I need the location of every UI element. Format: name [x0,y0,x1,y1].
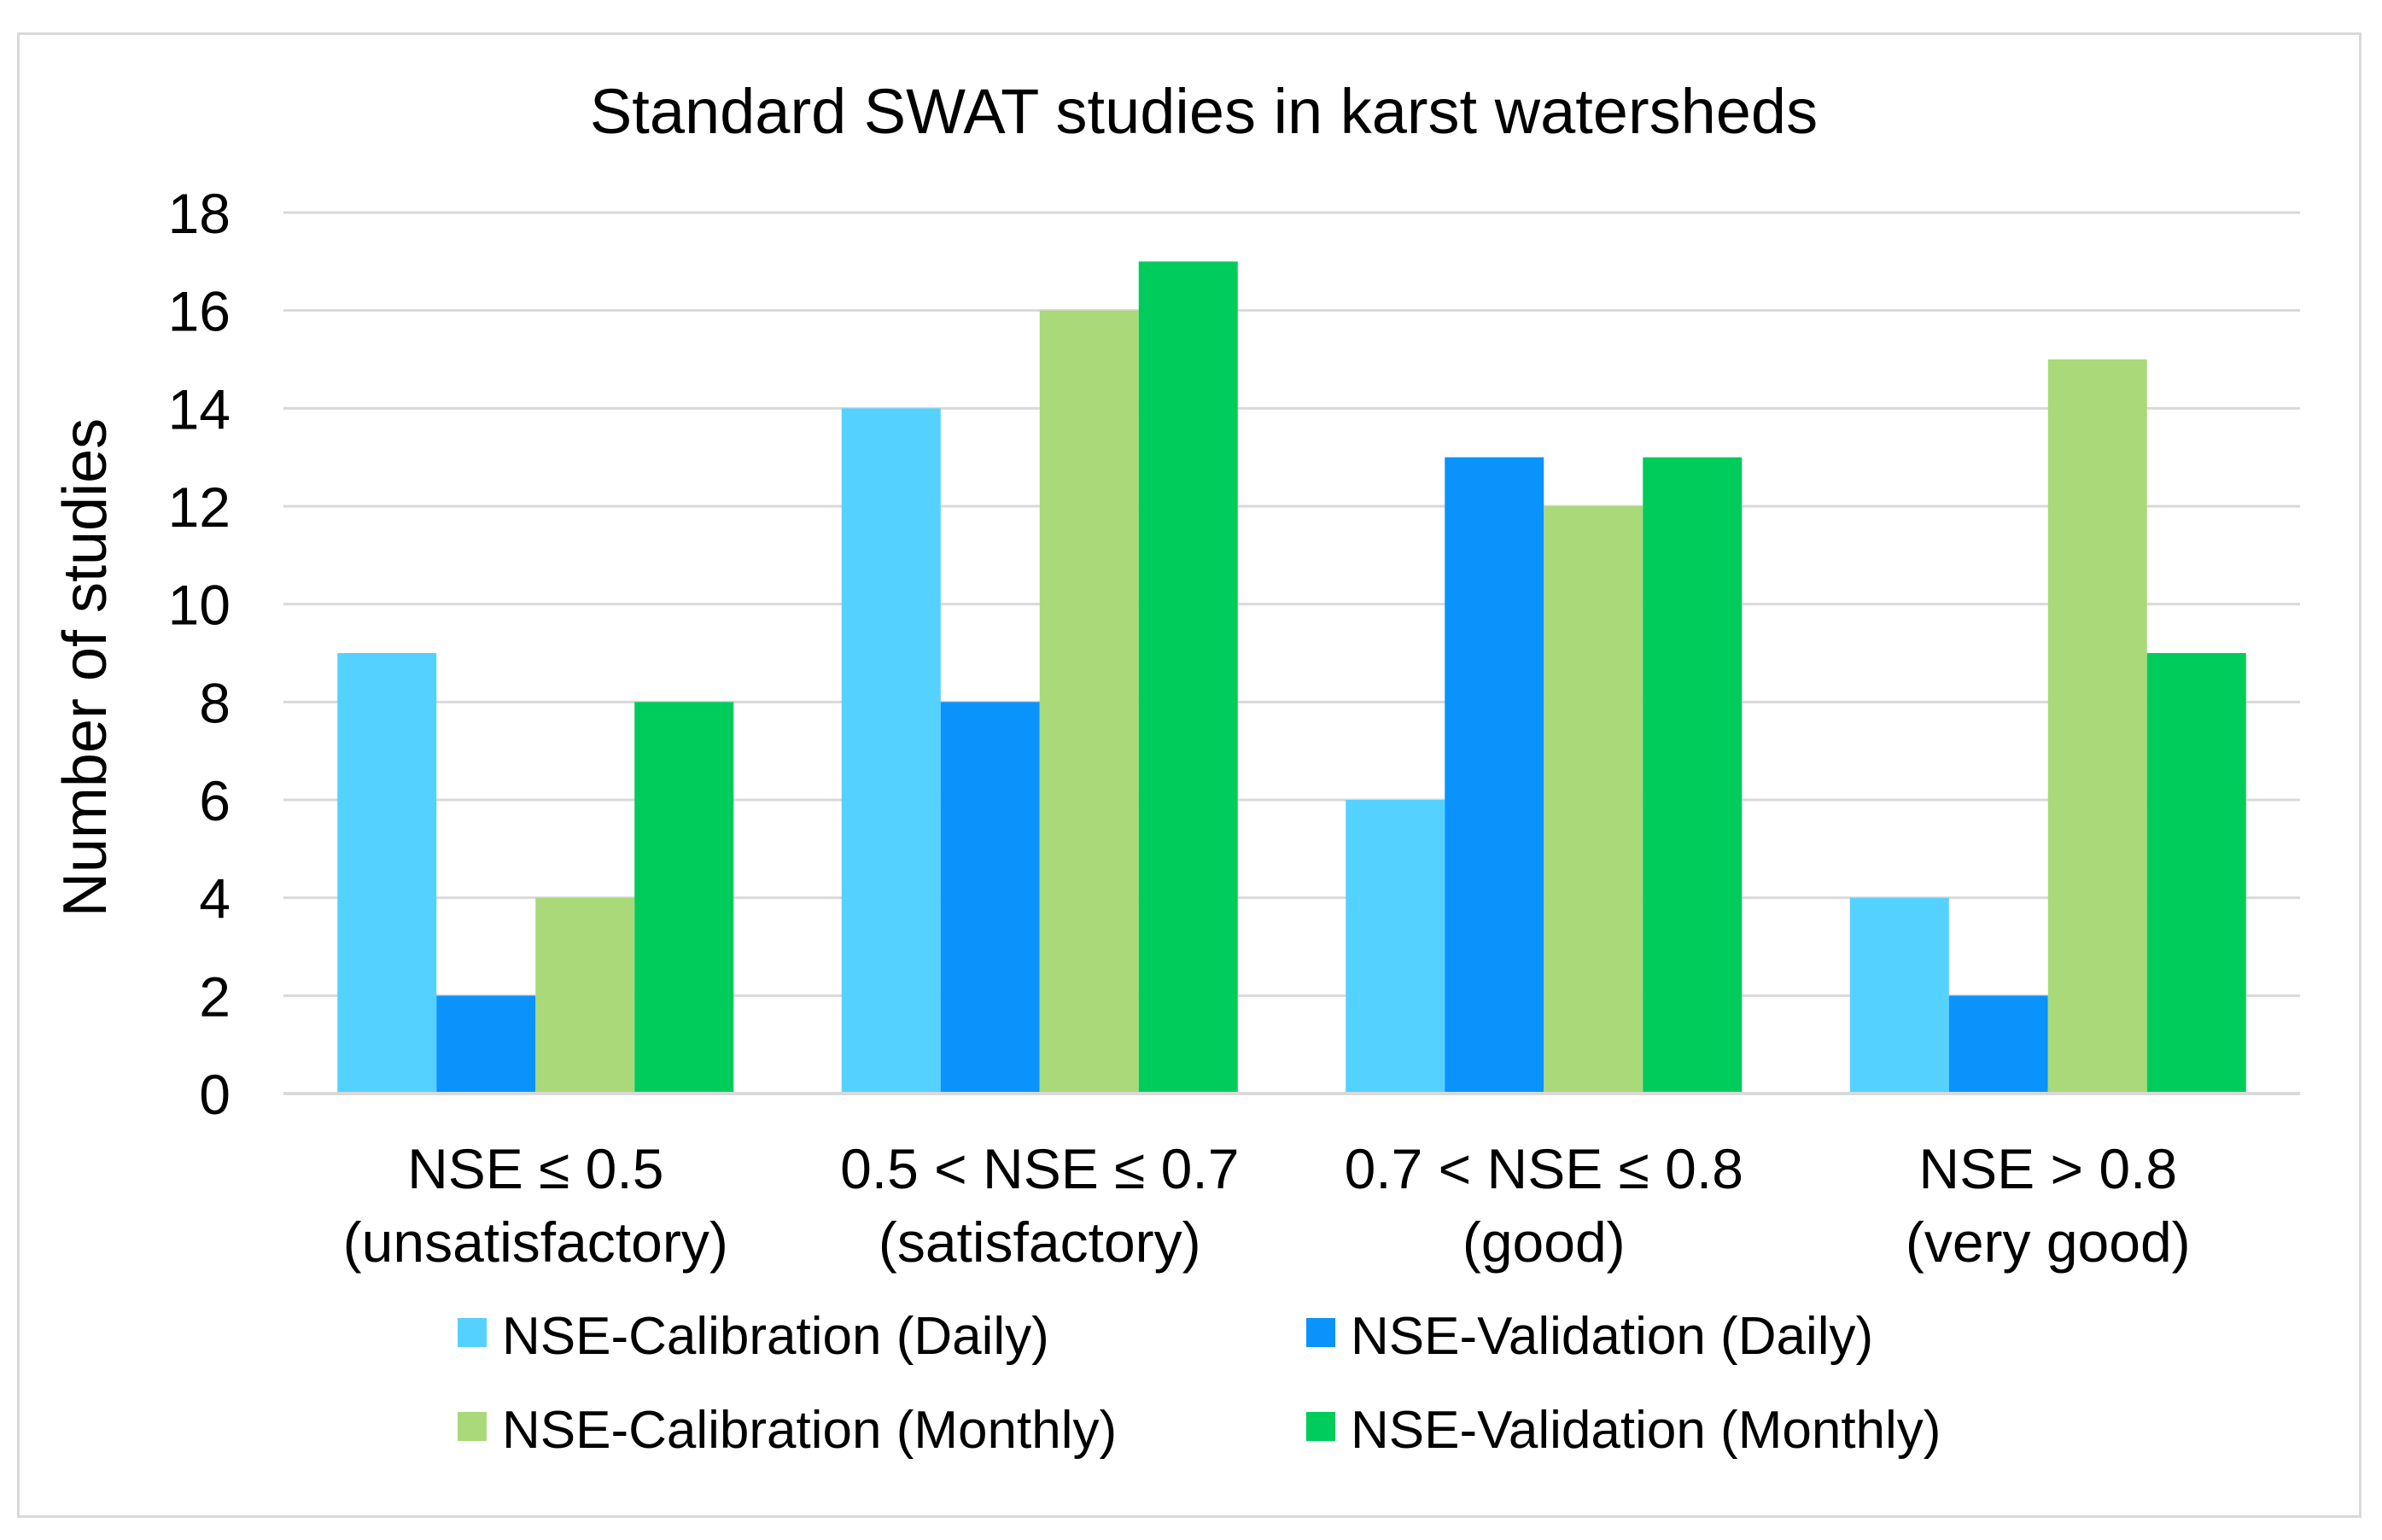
bar [535,897,635,1094]
bar [1544,506,1643,1094]
legend-swatch [458,1318,487,1347]
axes: 0 2 4 6 8 10 12 14 16 18 NSE ≤ 0.5 (unsatisfactory)… [168,182,2300,1274]
legend-label: NSE-Validation (Daily) [1351,1307,1873,1366]
legend-swatch [1306,1318,1335,1347]
bar [1445,457,1544,1094]
chart-title: Standard SWAT studies in karst watershed… [590,76,1818,147]
bar [2047,359,2147,1094]
y-tick-label: 12 [168,475,231,539]
bar [1643,457,1743,1094]
legend: NSE-Calibration (Daily) NSE-Validation (D… [458,1307,1941,1460]
legend-label: NSE-Calibration (Monthly) [502,1401,1117,1460]
x-tick-label: 0.5 < NSE ≤ 0.7 [840,1137,1239,1200]
x-tick-label: NSE > 0.8 [1918,1137,2177,1200]
bar [841,408,941,1094]
gridlines [283,211,2300,997]
y-tick-label: 16 [168,280,231,343]
bar [2146,653,2246,1094]
legend-swatch [458,1412,487,1441]
bar [1346,800,1445,1094]
y-tick-label: 10 [168,574,231,637]
y-axis-label: Number of studies [51,418,120,917]
y-tick-label: 18 [168,182,231,245]
x-tick-label: 0.7 < NSE ≤ 0.8 [1345,1137,1743,1200]
bar [337,653,437,1094]
bars [337,261,2246,1094]
bar [634,702,734,1094]
x-tick-label: NSE ≤ 0.5 [407,1137,663,1200]
bar [1948,995,2048,1094]
y-tick-label: 4 [199,867,231,930]
y-tick-label: 2 [199,965,231,1028]
y-tick-label: 0 [199,1063,231,1126]
y-tick-label: 8 [199,671,231,734]
legend-label: NSE-Validation (Monthly) [1351,1401,1941,1460]
x-tick-label: (good) [1462,1210,1626,1274]
legend-label: NSE-Calibration (Daily) [502,1307,1049,1366]
bar [1039,310,1139,1094]
y-tick-label: 6 [199,769,231,832]
legend-swatch [1306,1412,1335,1441]
x-tick-label: (satisfactory) [879,1210,1201,1274]
x-tick-label: (very good) [1906,1210,2191,1274]
bar [436,995,536,1094]
bar [1849,897,1949,1094]
x-tick-label: (unsatisfactory) [343,1210,728,1274]
y-tick-label: 14 [168,377,231,440]
bar [940,702,1040,1094]
bar [1138,261,1238,1094]
